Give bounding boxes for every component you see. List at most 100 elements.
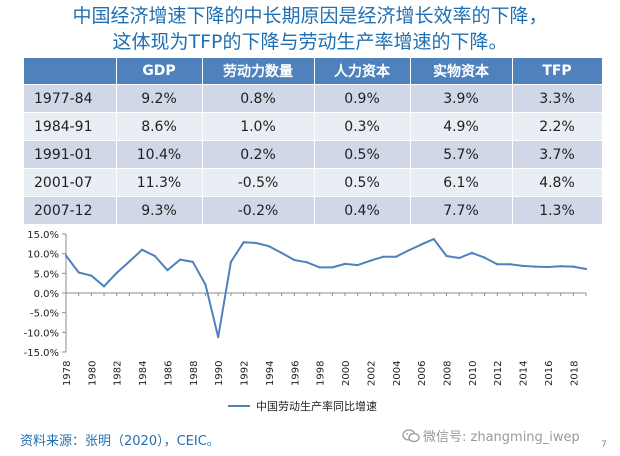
table-cell: 3.9% xyxy=(410,84,513,113)
growth-accounting-table: GDP 劳动力数量 人力资本 实物资本 TFP 1977-84 9.2% 0.8… xyxy=(24,58,603,224)
x-tick-label: 2006 xyxy=(417,361,428,386)
x-tick-label: 1984 xyxy=(138,361,149,386)
table-cell: 0.3% xyxy=(314,112,411,141)
data-point xyxy=(153,254,156,258)
table-row-period: 2001-07 xyxy=(24,168,117,197)
x-tick-label: 1978 xyxy=(62,361,73,386)
table-cell: -0.5% xyxy=(202,168,315,197)
table-cell: 1.3% xyxy=(512,196,603,224)
x-tick-label: 2004 xyxy=(392,361,403,386)
table-row: 1977-84 9.2% 0.8% 0.9% 3.9% 3.3% xyxy=(24,84,603,113)
table-header-cell xyxy=(24,58,117,85)
table-row-period: 1991-01 xyxy=(24,140,117,169)
data-point xyxy=(191,260,194,264)
x-tick-label: 2010 xyxy=(468,361,479,386)
data-point xyxy=(128,260,131,263)
table-row-period: 2007-12 xyxy=(24,196,117,224)
wechat-icon xyxy=(402,428,420,447)
x-tick-label: 2018 xyxy=(569,361,580,386)
data-point xyxy=(90,274,93,277)
data-point xyxy=(521,264,524,267)
slide-title-line-2: 这体现为TFP的下降与劳动生产率增速的下降。 xyxy=(112,31,508,53)
table-row: 2007-12 9.3% -0.2% 0.4% 7.7% 1.3% xyxy=(24,196,603,224)
data-point xyxy=(394,255,397,258)
labor-productivity-line-chart: 15.0% 10.0% 5.0% 0.0% -5.0% -10.0% -15.0%1978 1… xyxy=(24,230,588,413)
data-point xyxy=(483,256,486,259)
x-tick-label: 1994 xyxy=(265,361,276,386)
page-number: 7 xyxy=(601,440,607,450)
data-point xyxy=(204,283,207,286)
y-tick-label: -5.0% xyxy=(30,309,59,320)
data-point xyxy=(420,243,423,246)
y-tick-label: 5.0% xyxy=(34,269,59,280)
x-tick-label: 2000 xyxy=(341,361,352,386)
x-tick-label: 1986 xyxy=(163,361,174,386)
table-cell: 0.8% xyxy=(202,84,315,113)
watermark-text: 微信号: zhangming_iwep xyxy=(423,430,580,445)
data-point xyxy=(179,258,182,261)
table-cell: 1.0% xyxy=(202,112,315,141)
data-point xyxy=(445,254,448,258)
table-cell: 8.6% xyxy=(116,112,203,141)
data-point xyxy=(115,271,118,275)
data-point xyxy=(305,261,309,264)
table-cell: 9.2% xyxy=(116,84,203,113)
y-tick-label: 10.0% xyxy=(27,250,59,261)
data-point xyxy=(331,266,334,269)
data-point xyxy=(140,248,144,251)
y-tick-label: -15.0% xyxy=(24,348,59,359)
data-point xyxy=(217,335,220,339)
x-tick-label: 2002 xyxy=(366,361,377,386)
x-tick-label: 2014 xyxy=(519,361,530,386)
x-tick-label: 1988 xyxy=(189,361,200,386)
data-point xyxy=(534,265,537,268)
data-point xyxy=(343,262,347,265)
table-cell: 7.7% xyxy=(410,196,513,224)
table-row: 2001-07 11.3% -0.5% 0.5% 6.1% 4.8% xyxy=(24,168,603,197)
data-point xyxy=(102,285,106,288)
table-cell: 0.5% xyxy=(314,168,411,197)
y-tick-label: -10.0% xyxy=(24,328,59,339)
data-point xyxy=(572,265,575,268)
table-cell: 3.3% xyxy=(512,84,603,113)
x-tick-label: 1992 xyxy=(240,361,251,386)
table-row-period: 1984-91 xyxy=(24,112,117,141)
data-point xyxy=(369,259,372,262)
table-cell: 0.9% xyxy=(314,84,411,113)
table-cell: -0.2% xyxy=(202,196,315,224)
data-point xyxy=(229,260,232,264)
table-cell: 4.9% xyxy=(410,112,513,141)
data-point xyxy=(546,265,550,269)
table-cell: 3.7% xyxy=(512,140,603,169)
table-row: 1991-01 10.4% 0.2% 0.5% 5.7% 3.7% xyxy=(24,140,603,169)
data-point xyxy=(242,241,245,244)
y-tick-label: 0.0% xyxy=(34,289,59,300)
x-tick-label: 1996 xyxy=(290,361,301,386)
table-header-physical-capital: 实物资本 xyxy=(410,58,513,85)
x-tick-label: 2016 xyxy=(544,361,555,386)
table-header-row: GDP 劳动力数量 人力资本 实物资本 TFP xyxy=(24,58,603,85)
data-point xyxy=(458,256,461,260)
table-header-tfp: TFP xyxy=(512,58,603,85)
x-tick-label: 1980 xyxy=(87,361,98,386)
data-point xyxy=(508,263,512,266)
data-point xyxy=(166,269,169,272)
table-cell: 6.1% xyxy=(410,168,513,197)
table-cell: 4.8% xyxy=(512,168,603,197)
data-point xyxy=(318,266,321,269)
table-cell: 0.5% xyxy=(314,140,411,169)
table-row-period: 1977-84 xyxy=(24,84,117,113)
table-cell: 5.7% xyxy=(410,140,513,169)
table-header-human-capital: 人力资本 xyxy=(314,58,411,85)
x-tick-label: 2008 xyxy=(442,361,453,386)
table-cell: 2.2% xyxy=(512,112,603,141)
data-point xyxy=(77,271,80,274)
table-row: 1984-91 8.6% 1.0% 0.3% 4.9% 2.2% xyxy=(24,112,603,141)
table-cell: 0.4% xyxy=(314,196,411,224)
slide-title-line-1: 中国经济增速下降的中长期原因是经济增长效率的下降， xyxy=(72,5,548,27)
wechat-watermark: 微信号: zhangming_iwep xyxy=(402,426,580,447)
legend-label: 中国劳动生产率同比增速 xyxy=(256,399,377,413)
data-point xyxy=(470,251,473,254)
y-tick-label: 15.0% xyxy=(27,230,59,241)
